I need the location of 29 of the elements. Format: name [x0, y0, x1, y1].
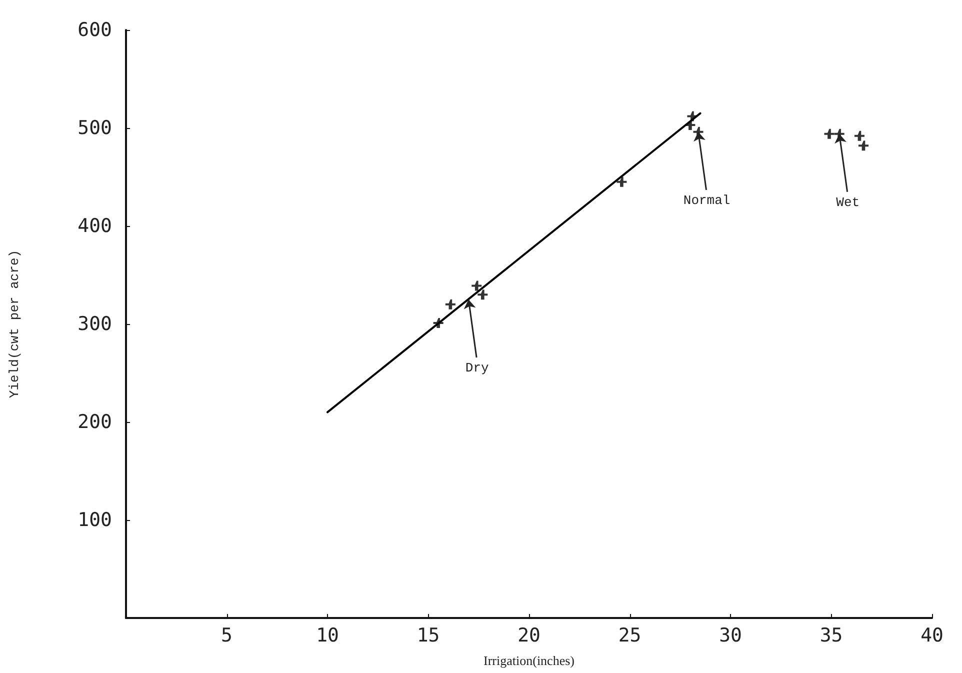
- y-tick-label: 300: [78, 313, 112, 335]
- x-tick-label: 35: [820, 624, 843, 646]
- point: [478, 290, 488, 300]
- point: [685, 120, 696, 130]
- annotation: Normal: [683, 192, 730, 208]
- y-tick-label: 400: [78, 215, 112, 237]
- point: [854, 130, 864, 141]
- point: [687, 111, 698, 122]
- point: [472, 280, 482, 291]
- y-tick-label: 500: [78, 117, 112, 139]
- x-axis-title: Irrigation(inches): [484, 653, 574, 668]
- point: [445, 299, 456, 310]
- point: [824, 128, 834, 139]
- x-tick-label: 25: [618, 624, 642, 646]
- point: [858, 140, 868, 151]
- y-axis-title: Yield(cwt per acre): [7, 250, 22, 398]
- y-tick-label: 600: [78, 19, 112, 41]
- y-tick-label: 100: [78, 509, 112, 531]
- point: [433, 318, 444, 328]
- x-tick-label: 20: [518, 624, 540, 646]
- y-tick-label: 200: [78, 411, 112, 433]
- x-tick-label: 10: [316, 624, 339, 646]
- annotation: Wet: [836, 194, 860, 210]
- annotation: Dry: [465, 360, 489, 376]
- x-tick-label: 15: [416, 624, 440, 646]
- point: [616, 176, 627, 187]
- x-tick-label: 40: [920, 624, 944, 646]
- x-tick-label: 30: [719, 624, 742, 646]
- x-tick-label: 5: [221, 624, 232, 646]
